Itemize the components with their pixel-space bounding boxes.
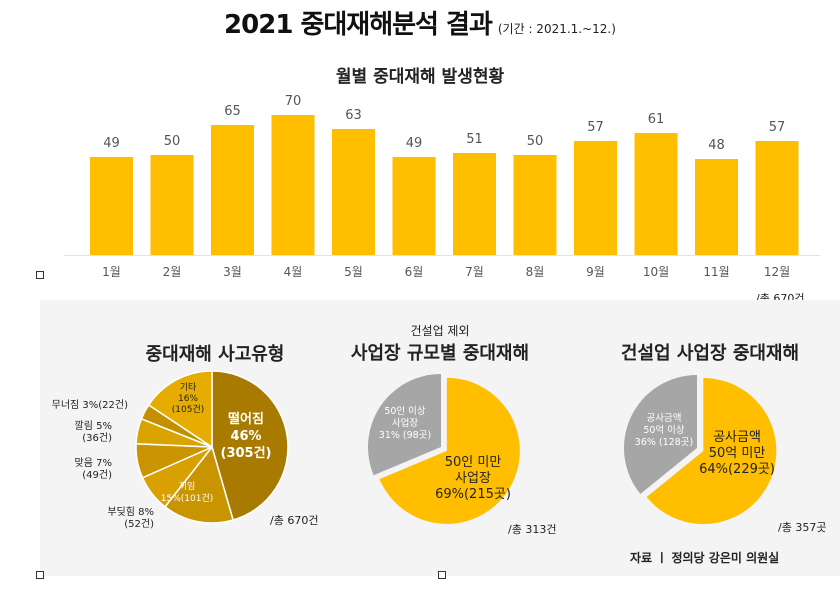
bar-5 — [332, 129, 375, 255]
bar-value-label: 49 — [406, 136, 423, 151]
pie2-title: 사업장 규모별 중대재해 — [350, 343, 530, 364]
pie1-label-crush: 깔림 5% (36건) — [74, 421, 112, 444]
bar-category-label: 7월 — [465, 265, 484, 279]
pie2-total-label: /총 313건 — [508, 523, 557, 536]
bar-value-label: 57 — [769, 120, 786, 135]
pie2-slice-1 — [379, 377, 520, 524]
bar-3 — [211, 125, 254, 255]
bar-value-label: 50 — [527, 134, 544, 149]
pie1-label-bump: 부딪힘 8% (52건) — [107, 507, 154, 530]
bar-chart: 49 1월 50 2월 65 3월 70 4월 63 5월 49 6월 51 7월 50 8월 57 9월 61 10… — [64, 94, 820, 279]
bar-category-label: 11월 — [703, 265, 729, 279]
pie2-subtitle: 건설업 제외 — [410, 324, 470, 338]
bar-category-label: 12월 — [764, 265, 790, 279]
pie3-slice-2 — [623, 375, 697, 495]
pie3-label-under50: 공사금액 50억 미만 64%(229곳) — [699, 430, 775, 477]
pie2-label-under50: 50인 미만 사업장 69%(215곳) — [435, 455, 511, 502]
bar-2 — [150, 155, 194, 255]
bar-value-label: 63 — [345, 108, 362, 123]
selection-handle[interactable] — [36, 571, 44, 579]
bar-category-label: 1월 — [102, 265, 121, 279]
selection-handle[interactable] — [438, 571, 446, 579]
pie2-slice-2 — [367, 374, 441, 476]
bar-9 — [574, 141, 617, 255]
pie1-slice-2 — [163, 445, 235, 524]
bar-category-label: 6월 — [405, 265, 424, 279]
pie1-label-struck: 맞음 7% (49건) — [74, 458, 112, 481]
pie3-title: 건설업 사업장 중대재해 — [620, 343, 800, 364]
bar-chart-title: 월별 중대재해 발생현황 — [335, 67, 505, 87]
pie3-label-over50: 공사금액 50억 이상 36% (128곳) — [635, 412, 693, 448]
bar-category-label: 3월 — [223, 265, 242, 279]
selection-handle[interactable] — [36, 271, 44, 279]
page-title: 2021 중대재해분석 결과 (기간 : 2021.1.~12.) — [0, 4, 840, 41]
bar-value-label: 65 — [224, 104, 241, 119]
bar-12 — [755, 141, 799, 255]
bar-8 — [513, 155, 557, 255]
bar-value-label: 57 — [587, 120, 604, 135]
bar-category-label: 4월 — [284, 265, 303, 279]
bar-value-label: 50 — [164, 134, 181, 149]
pie1-label-fall: 떨어짐 46% (305건) — [221, 411, 272, 461]
pie2-label-over50: 50인 이상 사업장 31% (98곳) — [379, 406, 431, 441]
source-note: 자료 ㅣ 정의당 강은미 의원실 — [630, 551, 780, 565]
bar-category-label: 2월 — [163, 265, 182, 279]
pie1-slice-1 — [211, 370, 289, 521]
pie1-slice-7 — [147, 370, 213, 449]
bar-value-label: 51 — [466, 132, 483, 147]
pie1-label-caught: 끼임 15%(101건) — [161, 480, 214, 504]
bar-category-label: 9월 — [586, 265, 605, 279]
bar-value-label: 61 — [648, 112, 665, 127]
bar-4 — [271, 115, 315, 255]
bar-6 — [392, 157, 436, 255]
bar-category-label: 5월 — [344, 265, 363, 279]
bar-value-label: 49 — [103, 136, 120, 151]
pie1-label-other: 기타 16% (105건) — [172, 382, 204, 415]
bar-value-label: 48 — [708, 138, 725, 153]
bar-1 — [90, 157, 133, 255]
pie1-label-collapse: 무너짐 3%(22건) — [51, 400, 128, 411]
title-main: 2021 중대재해분석 결과 — [224, 10, 493, 40]
pie1-title: 중대재해 사고유형 — [145, 344, 285, 365]
title-period: (기간 : 2021.1.~12.) — [497, 22, 616, 36]
pie3-slice-1 — [646, 378, 777, 525]
pie3-total-label: /총 357곳 — [778, 521, 827, 534]
bar-value-label: 70 — [285, 94, 302, 109]
bar-10 — [634, 133, 678, 255]
bar-7 — [453, 153, 496, 255]
bar-category-label: 10월 — [643, 265, 669, 279]
bar-11 — [695, 159, 738, 255]
pie1-total-label: /총 670건 — [270, 514, 319, 527]
bar-category-label: 8월 — [526, 265, 545, 279]
